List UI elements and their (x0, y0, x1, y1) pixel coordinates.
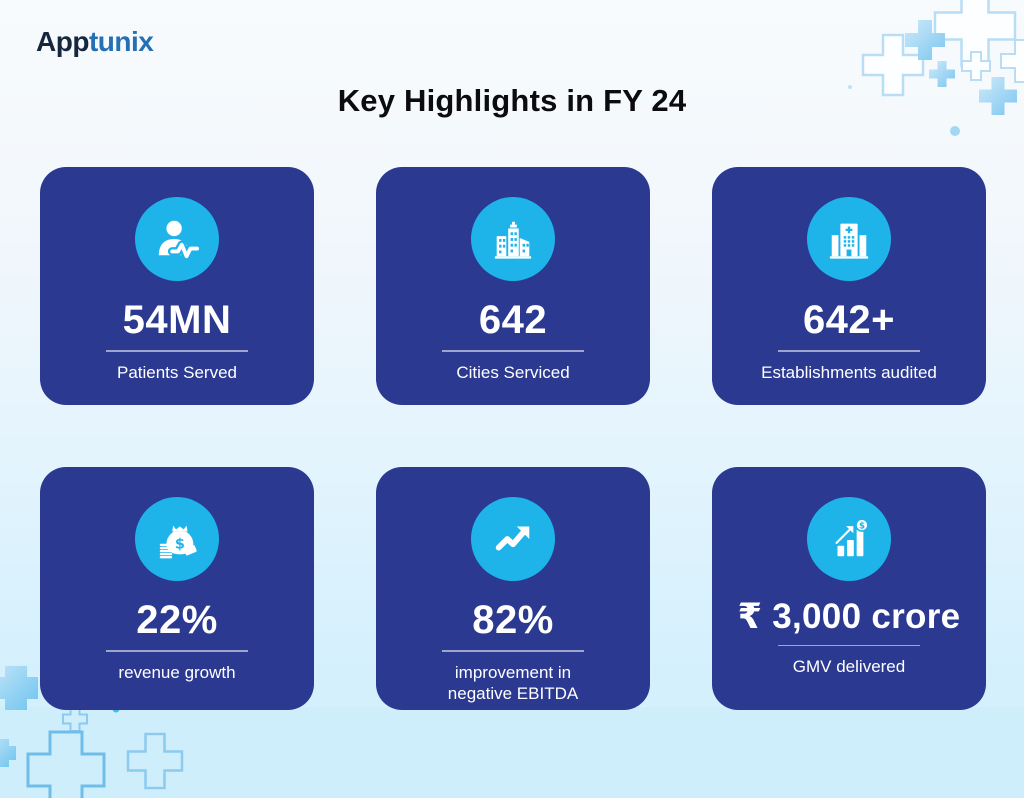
stat-label: Establishments audited (761, 362, 937, 382)
divider (106, 350, 248, 352)
stat-card-revenue-growth: $ 22% revenue growth (40, 467, 314, 710)
bottom-light-band (0, 707, 1024, 798)
stat-card-gmv-delivered: $ ₹ 3,000 crore GMV delivered (712, 467, 986, 710)
stat-value: 22% (136, 598, 218, 642)
stat-value: ₹ 3,000 crore (737, 597, 961, 636)
stat-value: 54MN (122, 298, 232, 342)
stats-grid: 54MN Patients Served (40, 167, 986, 710)
stat-label: improvement in negative EBITDA (447, 662, 579, 703)
city-buildings-icon (471, 197, 555, 281)
stat-card-ebitda-improvement: 82% improvement in negative EBITDA (376, 467, 650, 710)
patient-pulse-icon (135, 197, 219, 281)
divider (778, 350, 920, 352)
stat-label: revenue growth (118, 662, 236, 682)
apptunix-logo: Apptunix (36, 26, 154, 57)
divider (442, 650, 584, 652)
page-title: Key Highlights in FY 24 (337, 83, 687, 118)
stat-card-patients-served: 54MN Patients Served (40, 167, 314, 405)
stat-card-cities-serviced: 642 Cities Serviced (376, 167, 650, 405)
hospital-building-icon (807, 197, 891, 281)
stat-label: GMV delivered (792, 657, 906, 677)
cross-icon (905, 20, 945, 60)
logo-text-dark: App (36, 26, 89, 57)
divider (442, 350, 584, 352)
bar-chart-money-icon: $ (807, 497, 891, 581)
cross-icon (961, 51, 991, 81)
stat-label: Cities Serviced (456, 362, 570, 382)
divider (778, 644, 920, 647)
money-bag-icon: $ (135, 497, 219, 581)
stat-value: 82% (472, 598, 554, 642)
cross-icon (1000, 39, 1024, 83)
divider (106, 650, 248, 652)
growth-arrow-icon (471, 497, 555, 581)
cross-icon (933, 0, 1017, 68)
stat-label: Patients Served (116, 362, 237, 382)
stat-value: 642 (478, 298, 548, 342)
stat-value: 642+ (802, 298, 896, 342)
decor-crosses-top-right (848, 0, 1024, 136)
decor-dot (950, 126, 960, 136)
logo-text-blue: tunix (88, 26, 154, 57)
cross-icon (0, 666, 38, 710)
svg-text:$: $ (175, 537, 185, 553)
svg-text:$: $ (859, 521, 865, 531)
stat-card-establishments-audited: 642+ Establishments audited (712, 167, 986, 405)
